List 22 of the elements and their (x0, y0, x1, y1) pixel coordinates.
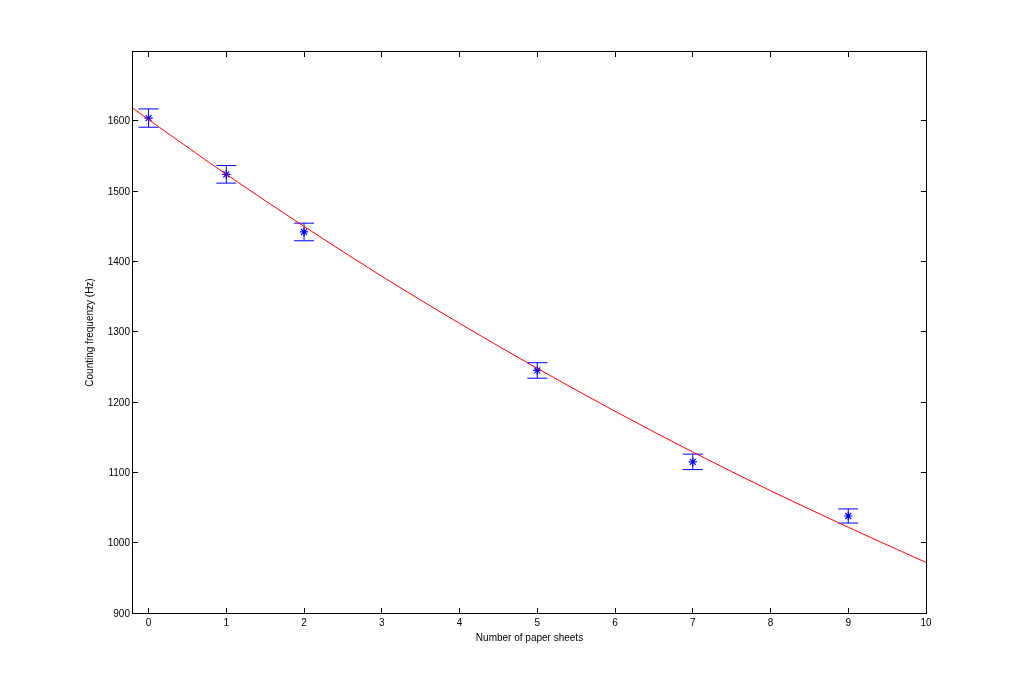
y-tick-label: 900 (113, 607, 131, 619)
x-tick-label: 3 (379, 617, 385, 628)
x-tick-label: 5 (534, 617, 541, 628)
y-tick-label: 1600 (107, 115, 131, 127)
y-tick-label: 1200 (107, 396, 131, 408)
y-tick-label: 1500 (107, 185, 131, 197)
line-series (133, 107, 926, 563)
x-tick-label: 2 (301, 617, 308, 628)
y-tick-label: 1400 (107, 256, 131, 267)
y-tick-label: 1300 (107, 326, 131, 338)
x-tick-label: 6 (612, 617, 619, 628)
x-tick-label: 0 (145, 617, 152, 628)
x-tick-label: 9 (845, 617, 852, 628)
x-tick-label: 10 (920, 617, 932, 628)
y-axis-title: Counting frequenzy (Hz) (83, 278, 95, 387)
x-tick-label: 8 (767, 617, 774, 628)
x-tick-label: 4 (456, 617, 463, 628)
x-tick-label: 7 (689, 617, 696, 628)
x-axis-title: Number of paper sheets (475, 631, 584, 643)
x-tick-label: 1 (223, 617, 230, 628)
y-tick-label: 1000 (107, 537, 131, 549)
y-tick-label: 1100 (108, 466, 131, 478)
